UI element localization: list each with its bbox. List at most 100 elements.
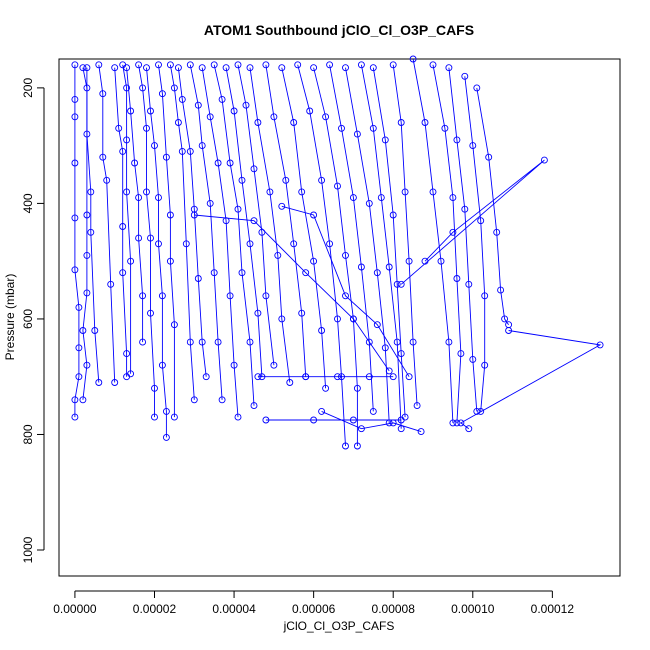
- data-point-26-3: [405, 257, 413, 265]
- data-point-16-0: [234, 61, 242, 69]
- data-point-15-1: [230, 107, 238, 115]
- data-point-31-2: [493, 228, 501, 236]
- x-tick-label: 0.00004: [212, 602, 256, 616]
- series-line-4: [114, 67, 128, 377]
- data-point-31-1: [485, 153, 493, 161]
- series-line-35: [194, 214, 390, 372]
- data-point-11-1: [178, 95, 186, 103]
- data-point-8-0: [143, 64, 150, 72]
- series-line-12: [189, 64, 223, 400]
- data-point-24-0: [357, 61, 365, 69]
- data-point-34-3: [373, 321, 381, 329]
- data-point-30-0: [461, 72, 469, 80]
- x-tick-label: 0.00006: [292, 602, 336, 616]
- plot-area-border: [58, 58, 621, 577]
- data-point-20-0: [294, 61, 302, 69]
- data-point-38-0: [318, 407, 326, 415]
- data-point-21-6: [353, 442, 361, 450]
- data-point-37-3: [397, 416, 405, 424]
- data-point-8-3: [155, 194, 162, 202]
- data-point-28-3: [453, 275, 461, 282]
- data-point-11-4: [194, 275, 202, 282]
- data-point-20-4: [334, 315, 341, 323]
- data-point-18-2: [282, 176, 290, 184]
- series-line-3: [98, 64, 116, 383]
- series-line-38: [321, 410, 422, 433]
- y-axis: 200 400 600 800 1000: [21, 78, 45, 563]
- data-point-29-3: [465, 280, 473, 288]
- data-point-22-3: [357, 263, 365, 271]
- data-point-13-0: [198, 64, 206, 72]
- data-point-17-4: [278, 315, 286, 323]
- data-point-34-1: [310, 211, 318, 219]
- series-line-0: [74, 64, 80, 418]
- data-point-11-0: [174, 64, 182, 72]
- series-line-20: [297, 64, 346, 447]
- series-line-34: [281, 205, 410, 377]
- data-point-33-0: [505, 327, 513, 334]
- data-point-6-2: [131, 159, 139, 167]
- data-point-10-5: [186, 338, 194, 346]
- series-line-13: [201, 67, 239, 418]
- data-point-24-1: [369, 124, 377, 132]
- data-point-9-2: [162, 153, 170, 161]
- data-point-11-2: [186, 147, 194, 155]
- data-point-12-3: [206, 199, 214, 207]
- data-point-21-3: [342, 251, 349, 259]
- data-point-25-0: [369, 64, 377, 72]
- data-point-10-2: [174, 119, 182, 126]
- data-point-25-4: [397, 350, 405, 358]
- data-point-30-3: [481, 292, 489, 300]
- data-point-32-2: [449, 228, 457, 236]
- data-point-29-4: [469, 355, 477, 363]
- data-point-27-1: [421, 119, 429, 126]
- data-point-11-5: [198, 338, 206, 346]
- data-point-32-0: [397, 280, 405, 288]
- data-point-27-5: [449, 419, 457, 427]
- data-point-3-1: [99, 90, 107, 98]
- data-point-14-1: [218, 95, 226, 103]
- data-point-19-1: [290, 119, 298, 126]
- data-point-23-3: [373, 269, 381, 277]
- x-tick-label: 0.00012: [531, 602, 575, 616]
- x-tick-label: 0.00008: [372, 602, 416, 616]
- data-point-6-6: [139, 338, 147, 346]
- data-point-2-4: [91, 327, 99, 334]
- data-point-1-0: [79, 64, 87, 72]
- series-line-29: [448, 67, 478, 412]
- data-point-4-3: [119, 223, 127, 230]
- data-point-7-3: [143, 188, 150, 196]
- data-point-6-4: [135, 234, 143, 242]
- series-line-8: [146, 67, 167, 438]
- data-point-0-7: [75, 344, 83, 352]
- data-point-26-2: [401, 188, 409, 196]
- data-point-5-2: [123, 136, 131, 144]
- data-point-6-5: [139, 292, 147, 300]
- data-point-33-2: [457, 419, 465, 427]
- data-point-2-5: [95, 379, 103, 386]
- series-line-5: [122, 64, 132, 374]
- data-point-31-4: [501, 315, 509, 323]
- data-point-4-2: [119, 147, 127, 155]
- data-point-4-1: [115, 124, 123, 132]
- data-point-36-0: [254, 373, 262, 381]
- data-point-12-1: [194, 101, 202, 109]
- data-point-25-1: [381, 136, 389, 144]
- data-point-19-2: [298, 188, 306, 196]
- data-point-15-4: [254, 309, 262, 317]
- data-point-35-3: [349, 315, 357, 323]
- chart-title: ATOM1 Southbound jClO_Cl_O3P_CAFS: [204, 22, 474, 38]
- data-point-5-4: [127, 257, 135, 265]
- data-point-11-6: [202, 373, 210, 381]
- data-point-30-2: [477, 217, 485, 225]
- data-point-14-4: [238, 269, 246, 277]
- data-point-3-0: [95, 61, 103, 69]
- data-point-13-4: [226, 292, 234, 300]
- data-point-12-2: [198, 142, 206, 150]
- x-axis: 0.00000 0.00002 0.00004 0.00006 0.00008 0.000…: [53, 590, 575, 616]
- series-line-24: [360, 64, 402, 429]
- data-point-2-3: [87, 228, 95, 236]
- data-point-38-2: [389, 419, 397, 427]
- data-point-18-4: [298, 309, 306, 317]
